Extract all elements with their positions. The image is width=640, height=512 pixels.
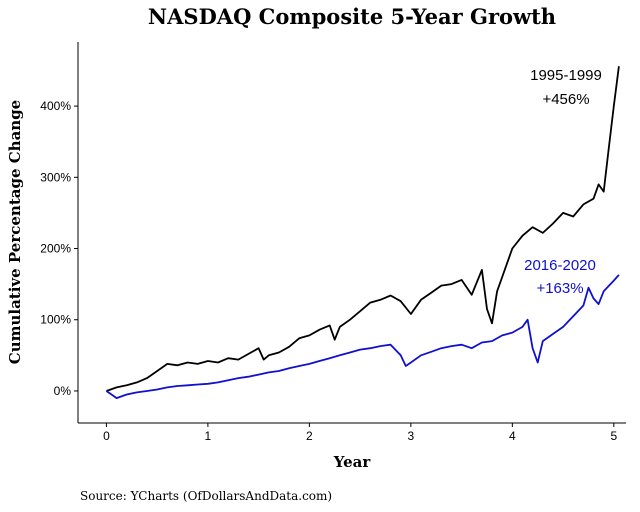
x-tick-label: 1 bbox=[205, 429, 212, 443]
annotation-layer: 1995-1999 +456% 2016-2020 +163% bbox=[524, 67, 602, 297]
x-tick-label: 3 bbox=[408, 429, 415, 443]
y-axis-label: Cumulative Percentage Change bbox=[6, 100, 24, 364]
annotation-period: 2016-2020 bbox=[524, 257, 596, 274]
annotation-growth: +456% bbox=[542, 91, 589, 108]
series-layer bbox=[105, 66, 620, 400]
chart-title: NASDAQ Composite 5-Year Growth bbox=[148, 4, 556, 29]
x-tick-label: 2 bbox=[306, 429, 313, 443]
y-tick-label: 0% bbox=[54, 384, 72, 398]
x-tick-label: 0 bbox=[103, 429, 110, 443]
x-axis-label: Year bbox=[333, 453, 372, 471]
x-tick-label: 5 bbox=[610, 429, 617, 443]
x-axis-ticks: 0 1 2 3 4 5 bbox=[103, 423, 617, 443]
y-axis-ticks: 0% 100% 200% 300% 400% bbox=[40, 99, 78, 398]
x-tick-label: 4 bbox=[509, 429, 516, 443]
series-line-2 bbox=[105, 274, 620, 400]
y-tick-label: 100% bbox=[40, 313, 71, 327]
annotation-period: 1995-1999 bbox=[530, 67, 602, 84]
y-tick-label: 400% bbox=[40, 99, 71, 113]
y-tick-label: 200% bbox=[40, 242, 71, 256]
annotation-growth: +163% bbox=[536, 280, 583, 297]
y-tick-label: 300% bbox=[40, 170, 71, 184]
series-line-1 bbox=[106, 66, 620, 392]
source-note: Source: YCharts (OfDollarsAndData.com) bbox=[80, 489, 332, 503]
